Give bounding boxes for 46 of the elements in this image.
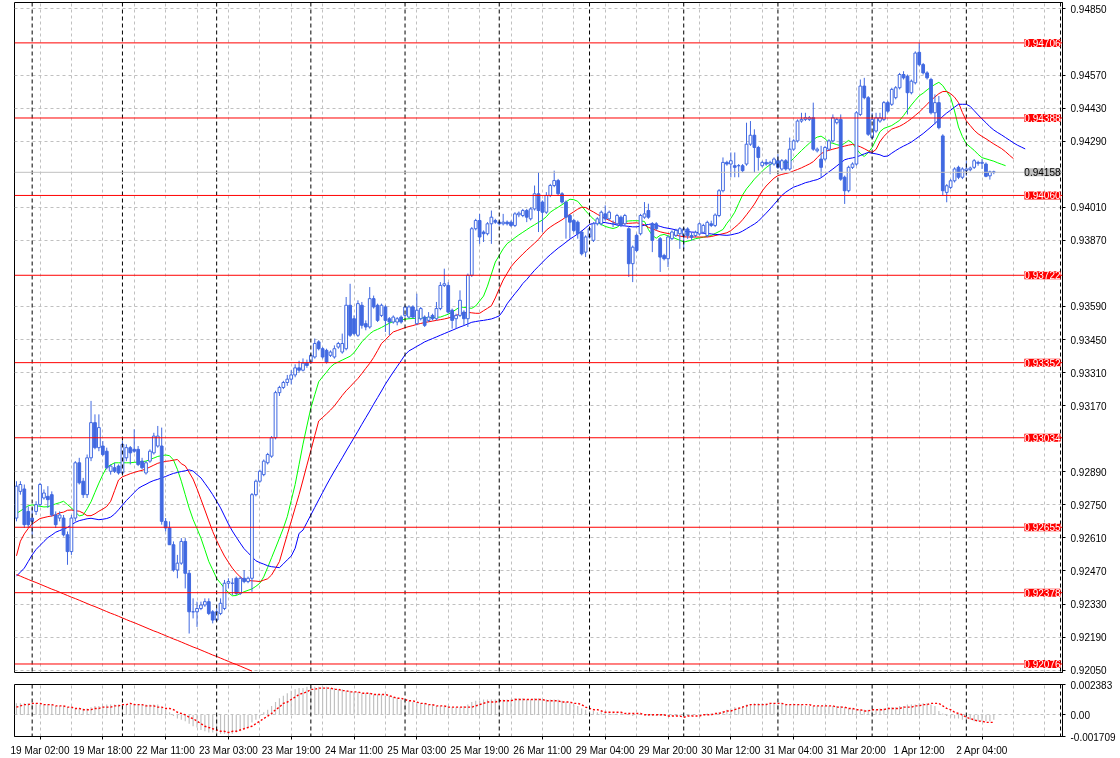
x-tick-label: 22 Mar 11:00 — [136, 744, 196, 756]
y-tick-label: 0.94430 — [1070, 103, 1108, 115]
x-tick-label: 24 Mar 11:00 — [324, 744, 384, 756]
y-tick-label: 0.002383 — [1070, 679, 1113, 691]
x-tick-label: 23 Mar 03:00 — [198, 744, 259, 756]
x-tick-label: 23 Mar 19:00 — [261, 744, 322, 756]
y-tick-label: 0.93590 — [1070, 301, 1108, 313]
x-tick-label: 25 Mar 03:00 — [387, 744, 447, 756]
ref-line-label: 0.93352 — [1024, 357, 1061, 369]
y-tick-label: 0.94570 — [1070, 70, 1108, 81]
y-tick-label: 0.92470 — [1070, 565, 1108, 577]
y-tick-label: 0.94290 — [1070, 136, 1108, 148]
x-tick-label: 31 Mar 04:00 — [764, 744, 824, 756]
y-tick-label: 0.93870 — [1070, 235, 1108, 247]
ref-line-label: 0.94060 — [1024, 190, 1061, 202]
y-tick-label: 0.92750 — [1070, 499, 1108, 511]
y-tick-label: 0.00 — [1070, 709, 1091, 721]
ref-line-label: 0.93722 — [1024, 270, 1061, 282]
x-tick-label: 30 Mar 12:00 — [701, 744, 761, 756]
y-tick-label: 0.92190 — [1070, 632, 1108, 644]
x-tick-label: 19 Mar 18:00 — [73, 744, 133, 756]
x-tick-label: 29 Mar 20:00 — [638, 744, 698, 756]
y-tick-label: 0.94010 — [1070, 202, 1108, 214]
ref-line-label: 0.94158 — [1024, 167, 1061, 179]
ref-line-label: 0.93034 — [1024, 432, 1061, 444]
y-tick-label: 0.92610 — [1070, 532, 1108, 544]
y-tick-label: 0.93170 — [1070, 400, 1108, 412]
ref-line-label: 0.94706 — [1024, 37, 1061, 49]
x-tick-label: 1 Apr 12:00 — [893, 744, 945, 756]
x-tick-label: 29 Mar 04:00 — [575, 744, 636, 756]
ref-line-label: 0.94388 — [1024, 112, 1061, 124]
ref-line-label: 0.92655 — [1024, 522, 1061, 534]
y-tick-label: 0.94850 — [1070, 3, 1108, 15]
x-tick-label: 25 Mar 19:00 — [450, 744, 510, 756]
x-tick-label: 2 Apr 04:00 — [956, 744, 1008, 756]
y-tick-label: -0.001709 — [1070, 731, 1116, 743]
x-tick-label: 19 Mar 02:00 — [10, 744, 70, 756]
y-tick-label: 0.92890 — [1070, 466, 1108, 478]
y-tick-label: 0.92330 — [1070, 599, 1108, 611]
y-tick-label: 0.93450 — [1070, 334, 1108, 346]
ref-line-label: 0.92076 — [1024, 659, 1061, 670]
y-tick-label: 0.92050 — [1070, 665, 1108, 677]
x-tick-label: 31 Mar 20:00 — [826, 744, 887, 756]
y-tick-label: 0.93310 — [1070, 367, 1108, 379]
ref-line-label: 0.92378 — [1024, 587, 1061, 599]
x-tick-label: 26 Mar 11:00 — [513, 744, 572, 756]
